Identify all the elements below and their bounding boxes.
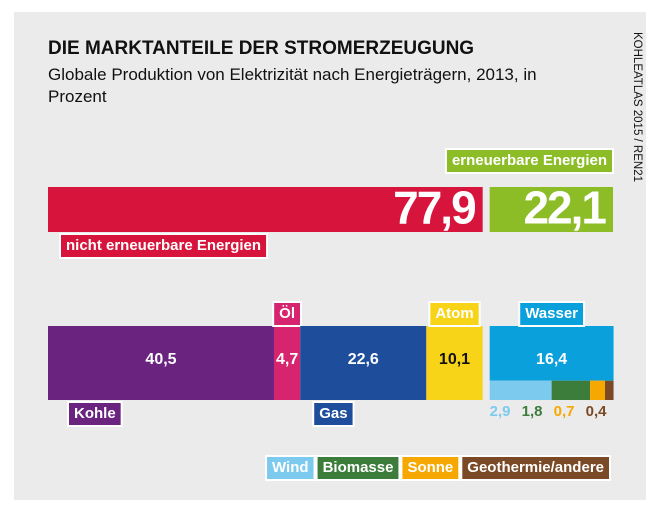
share-label: nicht erneuerbare Energien: [66, 237, 261, 254]
share-value-label: 22,1: [523, 182, 606, 234]
segment: [489, 326, 614, 381]
share-bar: [48, 187, 483, 232]
segment-label-bg: [518, 301, 586, 327]
segment-label: Atom: [435, 305, 473, 322]
segment-label-bg: [312, 401, 355, 427]
legend-entry-bg: [265, 455, 316, 481]
value-label: 0,4: [586, 403, 608, 420]
value-label: 16,4: [536, 351, 567, 368]
segment-label-bg: [67, 401, 123, 427]
segment-label: Kohle: [74, 405, 116, 422]
legend-entry-bg: [400, 455, 461, 481]
share-bar: [489, 187, 613, 232]
value-label: 0,7: [554, 403, 575, 420]
legend-entry: Wind: [272, 459, 309, 476]
chart-title: DIE MARKTANTEILE DER STROMERZEUGUNG: [48, 38, 475, 59]
share-label-bg: [59, 233, 269, 259]
segment-label: Gas: [319, 405, 347, 422]
segment: [551, 380, 591, 400]
value-label: 2,9: [490, 403, 511, 420]
segment-label: Öl: [279, 305, 295, 322]
segment: [426, 326, 483, 400]
value-label: 4,7: [276, 351, 298, 368]
segment: [273, 326, 301, 400]
value-label: 1,8: [522, 403, 543, 420]
segment: [590, 380, 606, 400]
share-label: erneuerbare Energien: [452, 152, 607, 169]
value-label: 40,5: [145, 351, 176, 368]
share-value-label: 77,9: [393, 182, 475, 234]
segment: [48, 326, 274, 400]
share-label-bg: [444, 148, 614, 174]
legend-entry-bg: [315, 455, 401, 481]
segment: [300, 326, 427, 400]
legend-entry: Sonne: [407, 459, 453, 476]
legend-entry-bg: [460, 455, 611, 481]
value-label: 10,1: [439, 351, 470, 368]
legend-entry: Geothermie/andere: [467, 459, 604, 476]
legend-entry: Biomasse: [323, 459, 394, 476]
segment-label-bg: [428, 301, 481, 327]
source: KOHLEATLAS 2015 / REN21: [631, 32, 643, 182]
segment-label-bg: [272, 301, 303, 327]
segment-label: Wasser: [525, 305, 578, 322]
value-label: 22,6: [348, 351, 379, 368]
segment: [489, 380, 552, 400]
chart-subtitle: Globale Produktion von Elektrizität nach…: [48, 65, 537, 106]
segment: [605, 380, 614, 400]
